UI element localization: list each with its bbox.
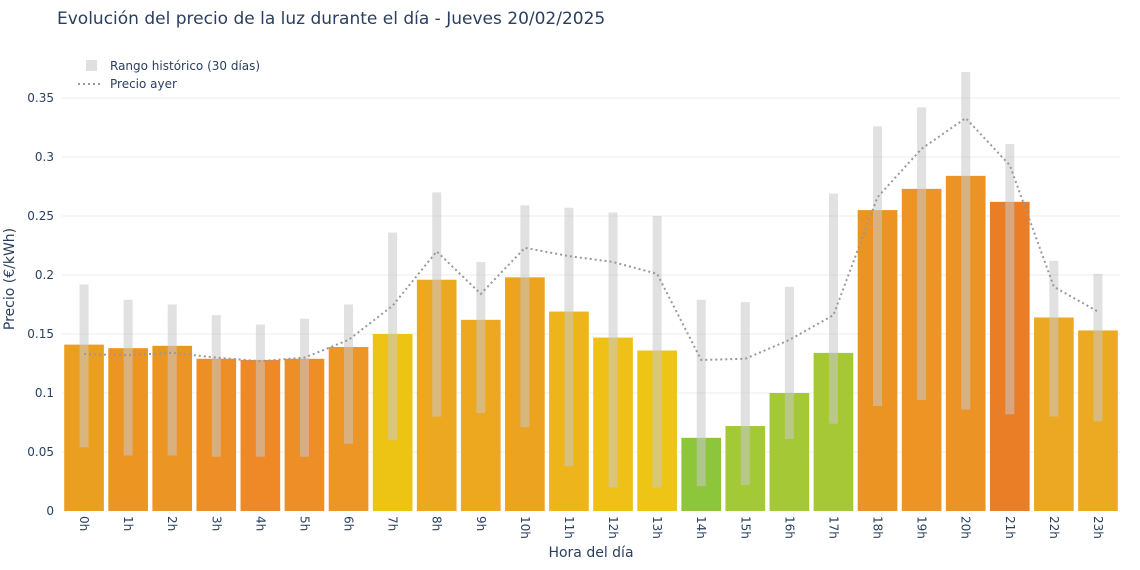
historical-range-bar [961,72,971,410]
bars [64,175,1118,512]
historical-range-bar [1093,273,1103,422]
x-tick-label: 17h [826,516,840,539]
x-tick-label: 6h [342,516,356,531]
historical-range-bar [828,193,838,424]
historical-range-bar [917,107,927,401]
x-tick-label: 23h [1091,516,1105,539]
historical-range-bar [167,304,177,456]
x-tick-label: 3h [209,516,223,531]
x-tick-label: 21h [1003,516,1017,539]
x-tick-label: 0h [77,516,91,531]
legend-range-swatch [86,60,97,71]
x-tick-label: 18h [871,516,885,539]
historical-range-bar [520,205,530,428]
historical-range-bar [740,302,750,486]
x-tick-label: 10h [518,516,532,539]
historical-range-bar [476,262,486,414]
grid [62,97,1120,453]
historical-range-bar [564,207,574,467]
chart-title: Evolución del precio de la luz durante e… [57,9,605,29]
y-tick-label: 0.05 [27,445,54,459]
x-tick-label: 11h [562,516,576,539]
x-tick-label: 4h [253,516,267,531]
y-tick-label: 0 [46,504,54,518]
x-tick-label: 7h [386,516,400,531]
yesterday-line [84,116,1099,363]
historical-range-bar [255,324,265,457]
x-tick-label: 5h [297,516,311,531]
historical-range-bar [608,212,618,488]
historical-range-bar [211,315,221,457]
x-tick-label: 19h [915,516,929,539]
historical-range-bars [79,72,1103,488]
x-axis-ticks: 0h 1h 2h 3h 4h 5h 6h 7h 8h 9h 10h 11h 12h 13h 14h 15h 16… [77,516,1105,539]
y-axis-title: Precio (€/kWh) [2,228,18,330]
legend-line-label: Precio ayer [110,77,177,91]
legend[interactable]: Rango histórico (30 días) Precio ayer [78,59,260,91]
historical-range-bar [299,318,309,457]
historical-range-bar [1005,144,1015,415]
x-tick-label: 20h [959,516,973,539]
x-tick-label: 2h [165,516,179,531]
historical-range-bar [79,284,89,448]
x-tick-label: 12h [606,516,620,539]
historical-range-bar [432,192,442,417]
historical-range-bar [1049,260,1059,417]
historical-range-bar [873,126,883,406]
legend-range-label: Rango histórico (30 días) [110,59,260,73]
historical-range-bar [123,299,133,456]
x-tick-label: 9h [474,516,488,531]
historical-range-bar [696,299,706,487]
y-tick-label: 0.1 [35,386,54,400]
x-tick-label: 13h [650,516,664,539]
x-tick-label: 15h [738,516,752,539]
historical-range-bar [652,216,662,488]
historical-range-bar [344,304,354,444]
historical-range-bar [784,286,794,440]
x-tick-label: 8h [430,516,444,531]
yesterday-price-line [84,116,1099,363]
x-tick-label: 1h [121,516,135,531]
x-tick-label: 22h [1047,516,1061,539]
y-tick-label: 0.35 [27,91,54,105]
y-axis-ticks: 0 0.05 0.1 0.15 0.2 0.25 0.3 0.35 [27,91,54,518]
x-tick-label: 14h [694,516,708,539]
historical-range-bar [388,232,398,441]
x-axis-title: Hora del día [548,545,633,561]
y-tick-label: 0.3 [35,150,54,164]
y-tick-label: 0.2 [35,268,54,282]
y-tick-label: 0.25 [27,209,54,223]
y-tick-label: 0.15 [27,327,54,341]
x-tick-label: 16h [782,516,796,539]
